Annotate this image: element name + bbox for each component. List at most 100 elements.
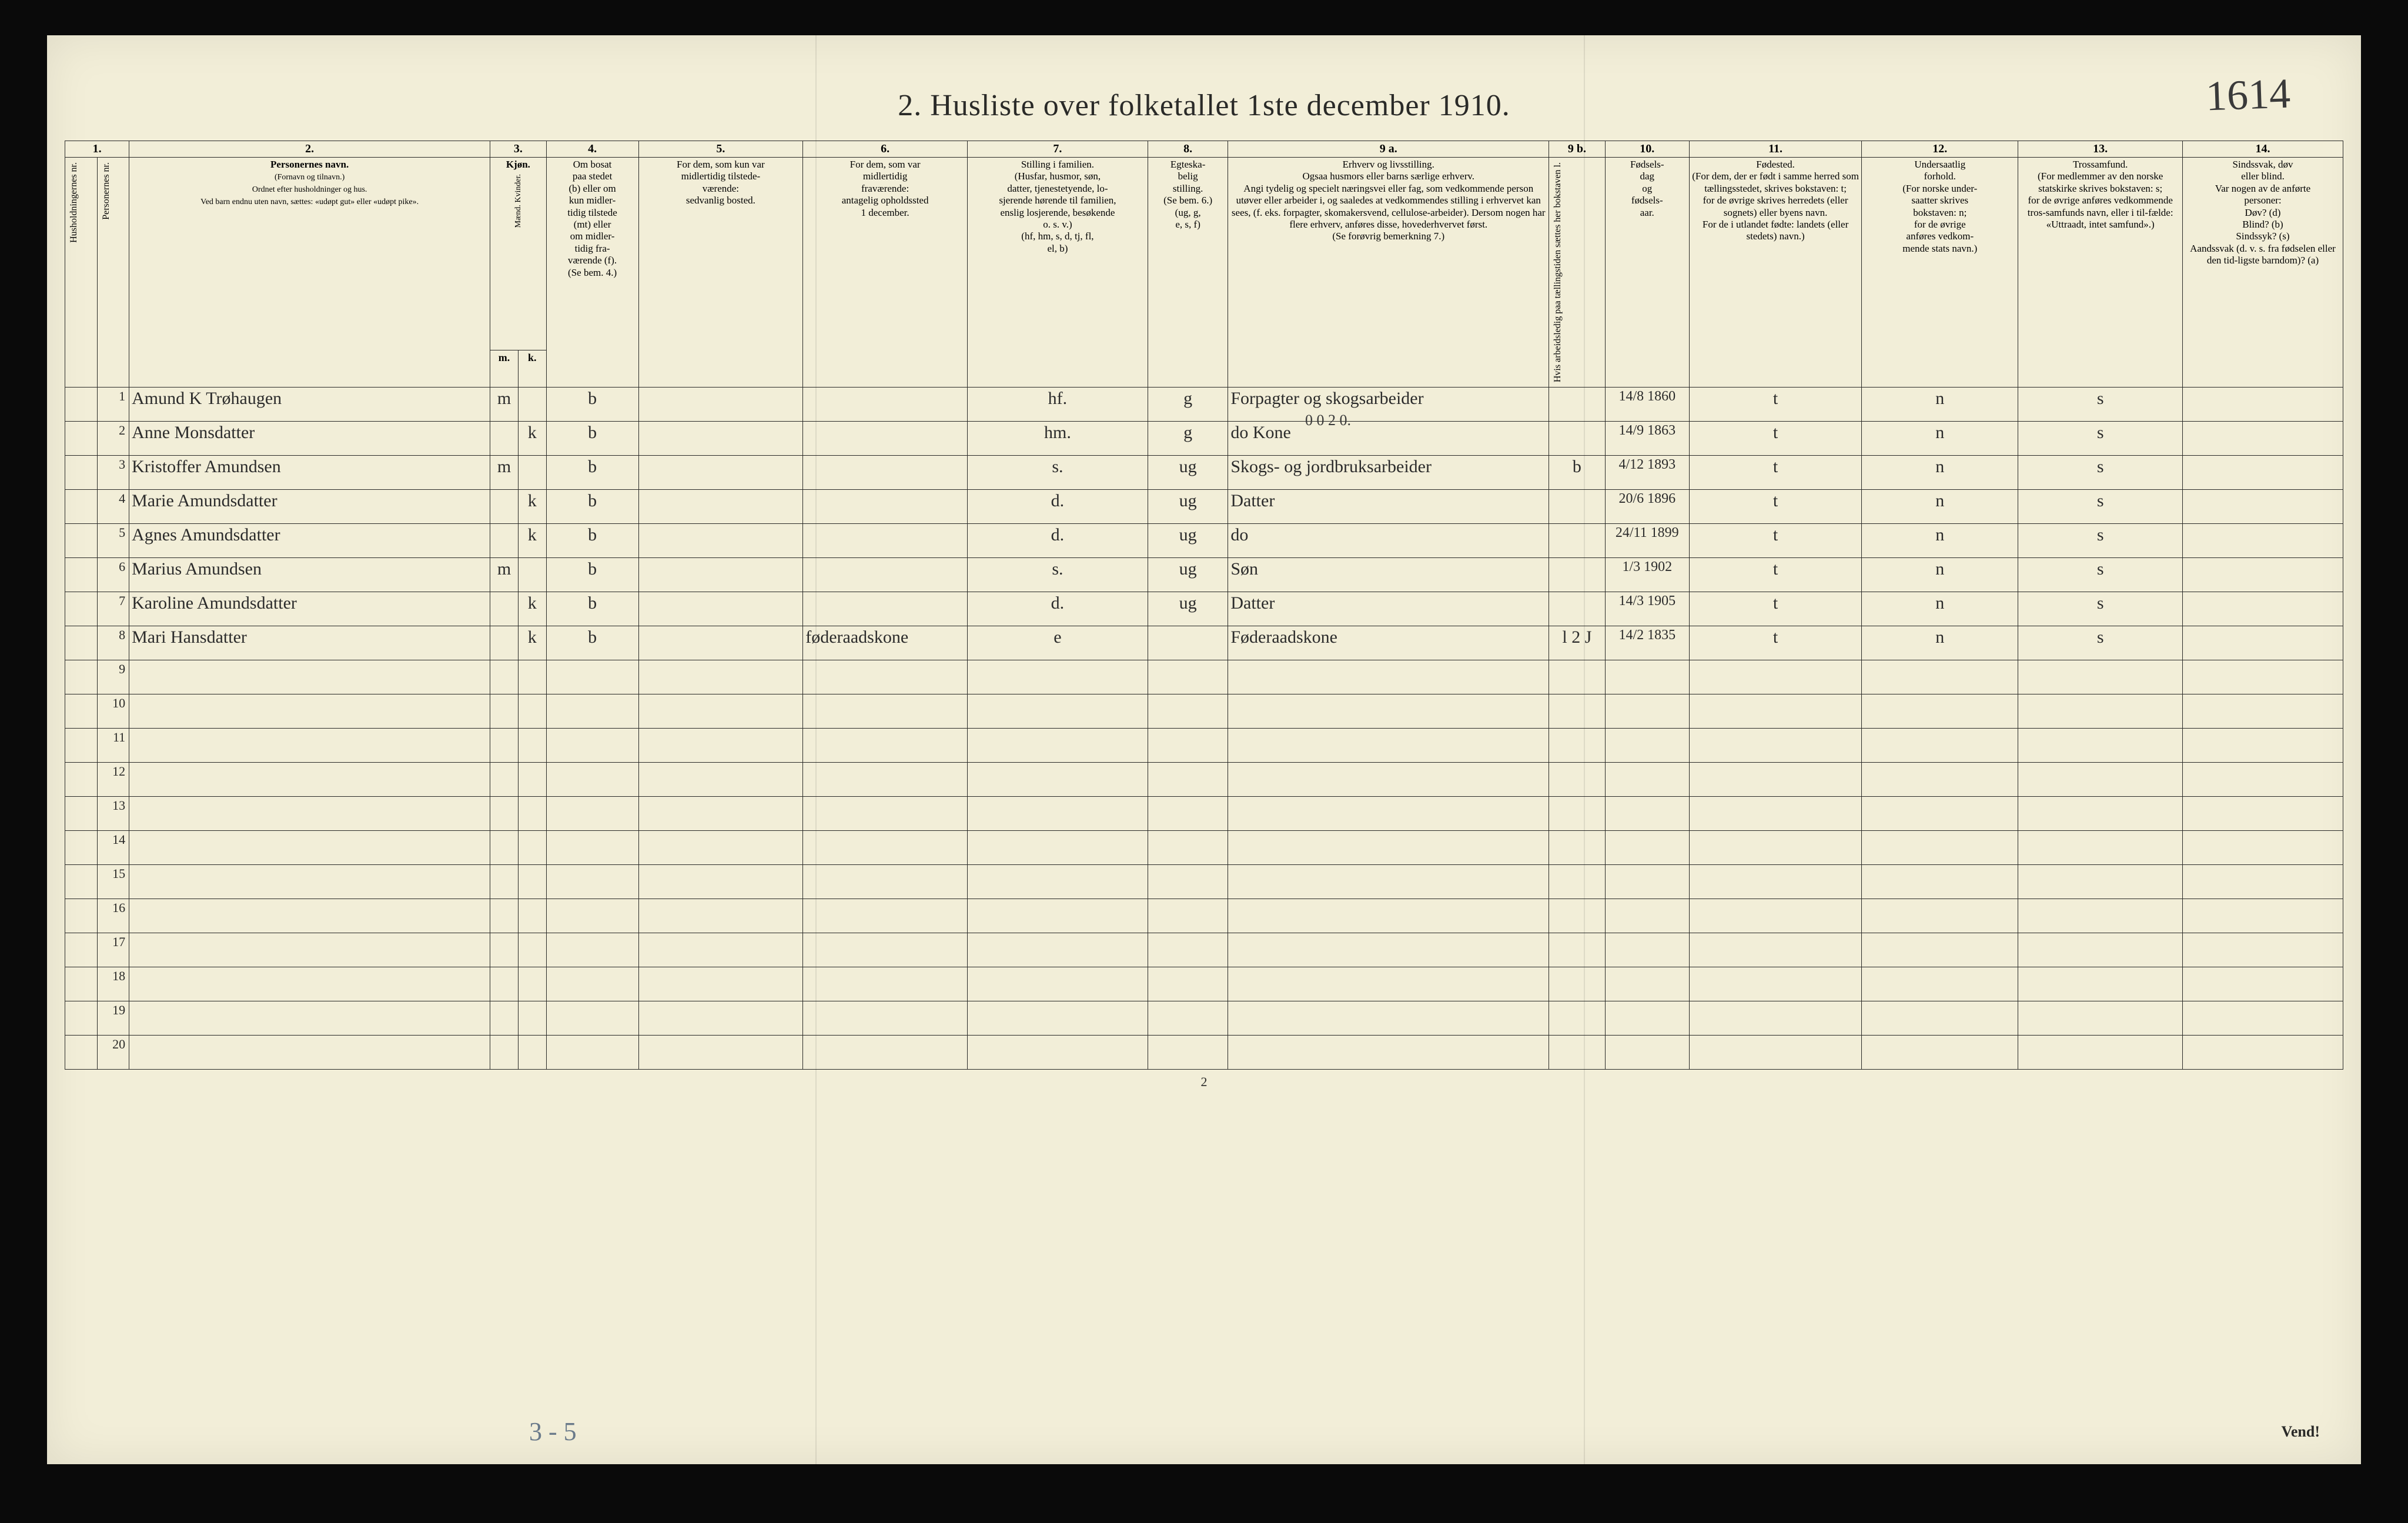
cell-erhverv: Føderaadskone [1228, 626, 1549, 660]
cell-empty [1605, 865, 1689, 899]
cell-hush-nr [65, 592, 98, 626]
cell-empty [638, 763, 803, 797]
cell-name: Marie Amundsdatter [129, 490, 490, 524]
cell-tro: s [2018, 456, 2183, 490]
cell-residence: b [546, 422, 638, 456]
cell-empty [490, 967, 519, 1001]
cell-l [1549, 388, 1606, 422]
cell-hush-nr [65, 626, 98, 660]
cell-empty [1148, 1036, 1228, 1070]
cell-empty [2018, 660, 2183, 694]
cell-tro: s [2018, 558, 2183, 592]
cell-midl-tilstede [638, 558, 803, 592]
cell-empty [803, 1001, 968, 1036]
cell-hush-nr [65, 933, 98, 967]
cell-empty [1549, 831, 1606, 865]
cell-eg: ug [1148, 490, 1228, 524]
cell-hush-nr [65, 558, 98, 592]
cell-empty [2183, 694, 2343, 729]
table-row: 3Kristoffer Amundsenmbs.ugSkogs- og jord… [65, 456, 2343, 490]
cell-empty [490, 865, 519, 899]
cell-empty [1228, 967, 1549, 1001]
cell-fam: s. [967, 558, 1148, 592]
cell-midl-tilstede [638, 422, 803, 456]
cell-hush-nr [65, 831, 98, 865]
cell-midl-tilstede [638, 456, 803, 490]
cell-l [1549, 592, 1606, 626]
cell-empty [1605, 660, 1689, 694]
cell-eg: ug [1148, 592, 1228, 626]
cell-empty [518, 899, 546, 933]
cell-person-nr: 2 [97, 422, 129, 456]
cell-empty [1549, 967, 1606, 1001]
cell-empty [1605, 933, 1689, 967]
cell-empty [1549, 1036, 1606, 1070]
cell-empty [546, 967, 638, 1001]
header-midl-fravaer: For dem, som var midlertidig fraværende:… [803, 158, 968, 388]
cell-empty [803, 899, 968, 933]
colnum-10: 10. [1605, 141, 1689, 158]
cell-midl-fravaer [803, 422, 968, 456]
cell-fsted: t [1689, 626, 1861, 660]
cell-empty [1148, 899, 1228, 933]
cell-empty [1605, 763, 1689, 797]
cell-empty [2018, 865, 2183, 899]
cell-empty [1862, 899, 2018, 933]
cell-empty [1862, 694, 2018, 729]
cell-fam: d. [967, 592, 1148, 626]
colnum-7: 7. [967, 141, 1148, 158]
cell-empty [490, 694, 519, 729]
colnum-3: 3. [490, 141, 547, 158]
cell-hush-nr [65, 763, 98, 797]
cell-empty [638, 797, 803, 831]
cell-person-nr: 18 [97, 967, 129, 1001]
cell-hush-nr [65, 490, 98, 524]
cell-empty [638, 967, 803, 1001]
cell-dob: 14/9 1863 [1605, 422, 1689, 456]
cell-residence: b [546, 558, 638, 592]
cell-sex-k: k [518, 524, 546, 558]
cell-empty [967, 797, 1148, 831]
cell-empty [638, 933, 803, 967]
cell-fam: hf. [967, 388, 1148, 422]
cell-dob: 14/2 1835 [1605, 626, 1689, 660]
cell-person-nr: 14 [97, 831, 129, 865]
cell-empty [638, 1036, 803, 1070]
table-row: 6Marius Amundsenmbs.ugSøn1/3 1902tns [65, 558, 2343, 592]
cell-empty [1549, 729, 1606, 763]
cell-empty [518, 763, 546, 797]
cell-empty [1228, 797, 1549, 831]
cell-fam: d. [967, 524, 1148, 558]
header-kjon-sub: Mænd. Kvinder. [513, 171, 524, 231]
table-row-empty: 19 [65, 1001, 2343, 1036]
cell-person-nr: 5 [97, 524, 129, 558]
column-number-row: 1. 2. 3. 4. 5. 6. 7. 8. 9 a. 9 b. 10. 11… [65, 141, 2343, 158]
cell-fam: hm. [967, 422, 1148, 456]
cell-fsted: t [1689, 456, 1861, 490]
header-bosat: Om bosat paa stedet (b) eller om kun mid… [546, 158, 638, 388]
cell-empty [2183, 899, 2343, 933]
cell-name: Amund K Trøhaugen [129, 388, 490, 422]
cell-l [1549, 490, 1606, 524]
cell-dob: 14/8 1860 [1605, 388, 1689, 422]
cell-und: n [1862, 558, 2018, 592]
cell-empty [1228, 1036, 1549, 1070]
header-arbeidsledig: Hvis arbeidsledig paa tællingstiden sætt… [1551, 159, 1564, 386]
cell-empty [1689, 763, 1861, 797]
colnum-6: 6. [803, 141, 968, 158]
cell-hush-nr [65, 1036, 98, 1070]
cell-empty [1228, 831, 1549, 865]
table-row: 8Mari HansdatterkbføderaadskoneeFøderaad… [65, 626, 2343, 660]
cell-l [1549, 558, 1606, 592]
cell-empty [490, 1001, 519, 1036]
table-row-empty: 11 [65, 729, 2343, 763]
table-row: 4Marie Amundsdatterkbd.ugDatter20/6 1896… [65, 490, 2343, 524]
cell-empty [1605, 1001, 1689, 1036]
cell-empty [1228, 660, 1549, 694]
cell-hush-nr [65, 388, 98, 422]
cell-hush-nr [65, 729, 98, 763]
cell-und: n [1862, 456, 2018, 490]
cell-empty [1689, 1036, 1861, 1070]
cell-empty [1549, 1001, 1606, 1036]
cell-empty [1689, 933, 1861, 967]
